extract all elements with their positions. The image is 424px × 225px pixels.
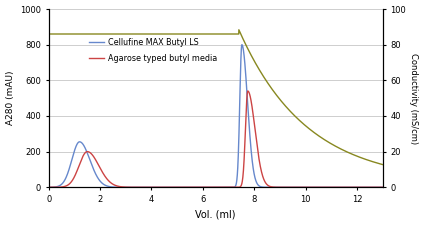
Y-axis label: A280 (mAU): A280 (mAU) bbox=[6, 71, 14, 125]
X-axis label: Vol. (ml): Vol. (ml) bbox=[195, 209, 236, 219]
Y-axis label: Conductivity (mS/cm): Conductivity (mS/cm) bbox=[410, 53, 418, 144]
Legend: Cellufine MAX Butyl LS, Agarose typed butyl media: Cellufine MAX Butyl LS, Agarose typed bu… bbox=[86, 34, 220, 66]
